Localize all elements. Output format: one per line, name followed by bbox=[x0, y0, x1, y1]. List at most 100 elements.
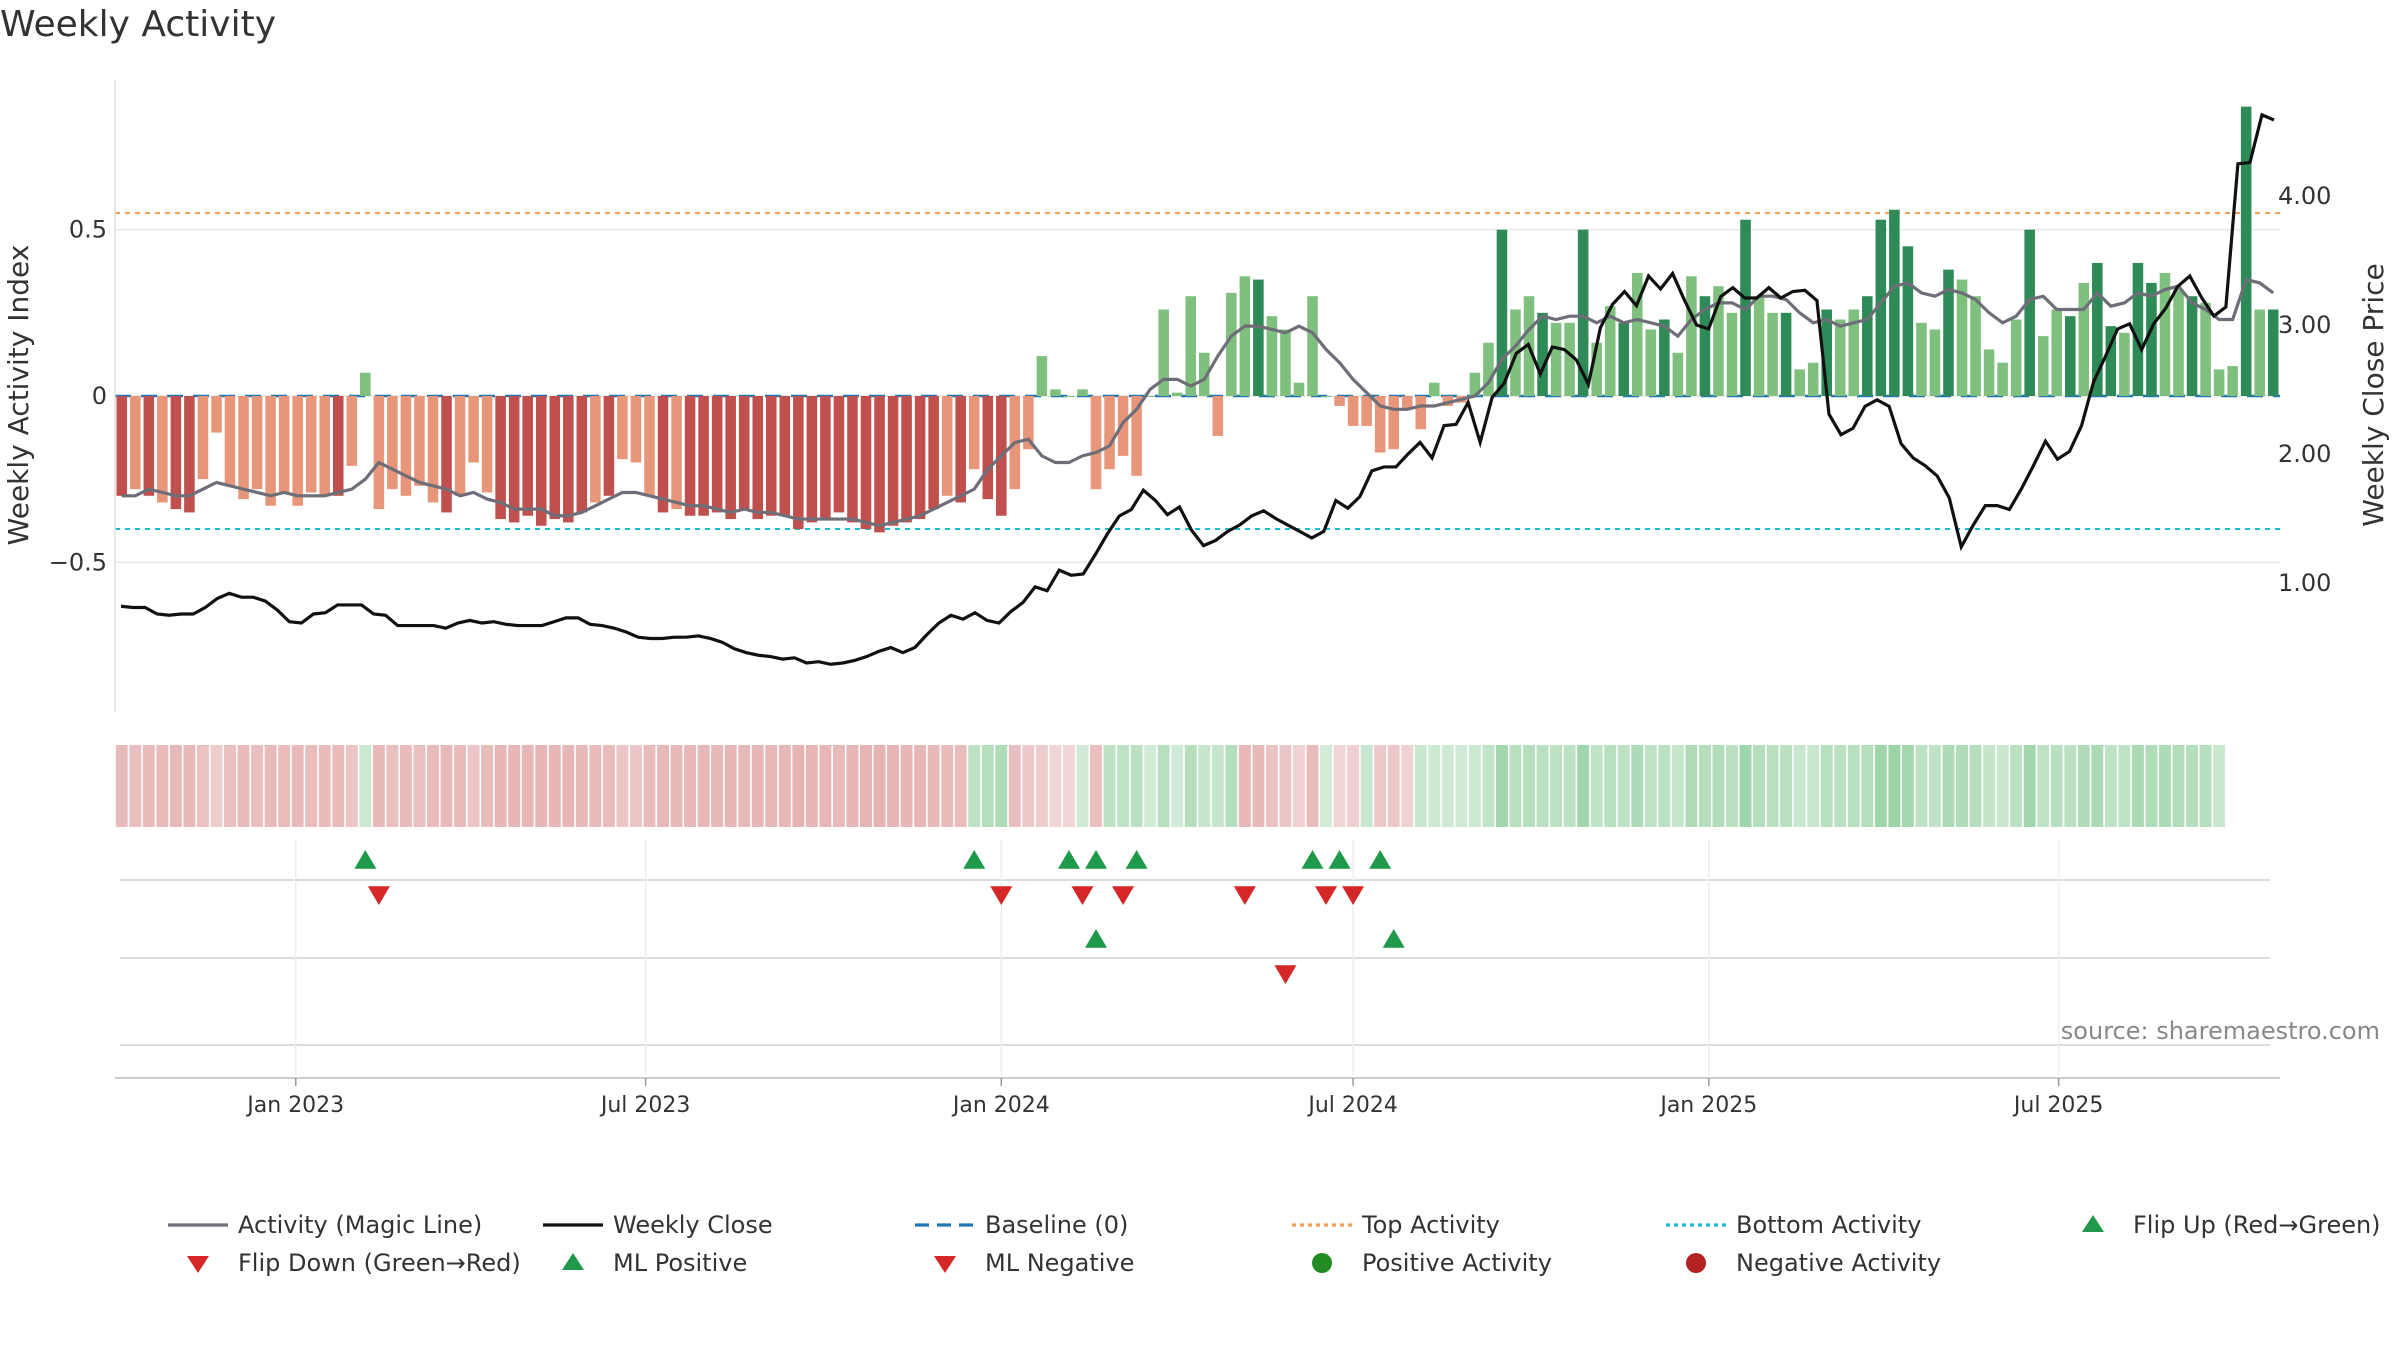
activity-bar bbox=[617, 396, 628, 460]
strip-cell bbox=[224, 745, 236, 827]
strip-cell bbox=[900, 745, 913, 827]
strip-cell bbox=[1495, 745, 1508, 827]
flip-up-marker bbox=[1369, 850, 1392, 869]
activity-bar bbox=[1226, 292, 1237, 396]
strip-cell bbox=[494, 745, 507, 827]
activity-bar bbox=[630, 396, 642, 463]
strip-cell bbox=[1144, 745, 1157, 827]
ml-negative-marker bbox=[1274, 965, 1297, 984]
strip-cell bbox=[1171, 745, 1184, 827]
activity-bar bbox=[1388, 396, 1399, 450]
strip-cell bbox=[2131, 745, 2144, 827]
legend-label: Negative Activity bbox=[1736, 1249, 1941, 1277]
strip-cell bbox=[1414, 745, 1427, 827]
activity-bar bbox=[563, 396, 574, 523]
strip-cell bbox=[1577, 745, 1590, 827]
activity-bar bbox=[1483, 342, 1494, 396]
strip-cell bbox=[2172, 745, 2185, 827]
activity-bar bbox=[1943, 269, 1954, 396]
activity-bar bbox=[860, 396, 872, 530]
activity-bar bbox=[1956, 279, 1968, 396]
activity-bar bbox=[495, 396, 506, 520]
strip-cell bbox=[2023, 745, 2036, 827]
y-left-tick-label: 0 bbox=[92, 382, 107, 410]
activity-bar bbox=[332, 396, 344, 496]
activity-bar bbox=[644, 396, 655, 496]
x-tick-label: Jan 2025 bbox=[1658, 1093, 1757, 1118]
strip-cell bbox=[1685, 745, 1698, 827]
flip-down-marker bbox=[1342, 886, 1365, 905]
activity-bar bbox=[1631, 272, 1643, 396]
strip-cell bbox=[1928, 745, 1941, 827]
activity-bar bbox=[1185, 296, 1197, 396]
activity-bar bbox=[1591, 342, 1602, 396]
x-tick-label: Jul 2023 bbox=[599, 1093, 691, 1118]
strip-cell bbox=[1698, 745, 1711, 827]
flip-down-marker bbox=[1315, 886, 1338, 905]
strip-cell bbox=[792, 745, 805, 827]
strip-cell bbox=[1333, 745, 1346, 827]
strip-cell bbox=[1766, 745, 1779, 827]
strip-cell bbox=[345, 745, 358, 827]
strip-cell bbox=[1225, 745, 1238, 827]
strip-cell bbox=[1509, 745, 1522, 827]
legend-swatch bbox=[187, 1256, 209, 1273]
activity-bar bbox=[928, 396, 939, 510]
y-left-tick-label: 0.5 bbox=[69, 216, 107, 244]
reference-lines bbox=[115, 212, 2280, 531]
activity-bar bbox=[1686, 276, 1697, 396]
strip-cell bbox=[2064, 745, 2077, 827]
flip-up-marker bbox=[1301, 850, 1324, 869]
activity-bar bbox=[427, 396, 439, 503]
activity-bar bbox=[441, 396, 452, 513]
strip-cell bbox=[183, 745, 196, 827]
y-right-tick-label: 1.00 bbox=[2278, 569, 2331, 597]
activity-bar bbox=[576, 396, 588, 513]
strip-cell bbox=[846, 745, 859, 827]
strip-cell bbox=[1320, 745, 1333, 827]
activity-bar bbox=[1401, 396, 1413, 410]
ml-positive-marker bbox=[1382, 929, 1405, 948]
x-tick-label: Jul 2024 bbox=[1306, 1093, 1398, 1118]
activity-bar bbox=[603, 396, 615, 496]
strip-cell bbox=[724, 745, 737, 827]
activity-bar bbox=[1063, 396, 1075, 397]
strip-cell bbox=[968, 745, 981, 827]
strip-cell bbox=[1090, 745, 1102, 827]
activity-bar bbox=[157, 396, 168, 503]
activity-bar bbox=[874, 396, 885, 533]
strip-cell bbox=[1983, 745, 1996, 827]
activity-bar bbox=[184, 396, 195, 513]
activity-bar bbox=[711, 396, 723, 513]
strip-cell bbox=[1834, 745, 1847, 827]
strip-cell bbox=[1753, 745, 1766, 827]
activity-bar bbox=[1347, 396, 1359, 426]
strip-cell bbox=[386, 745, 399, 827]
legend-item: Positive Activity bbox=[1312, 1249, 1552, 1277]
activity-bar bbox=[1780, 312, 1792, 396]
activity-bar bbox=[508, 396, 520, 523]
strip-cell bbox=[1901, 745, 1914, 827]
chart-title: Weekly Activity bbox=[0, 4, 277, 45]
activity-bar bbox=[1902, 246, 1914, 396]
strip-cell bbox=[778, 745, 791, 827]
strip-cell bbox=[887, 745, 900, 827]
strip-cell bbox=[1401, 745, 1414, 827]
activity-bar bbox=[1334, 396, 1345, 406]
activity-bar bbox=[2051, 309, 2063, 396]
y-right-tick-label: 4.00 bbox=[2278, 182, 2331, 210]
ml-positive-marker bbox=[1085, 929, 1108, 948]
x-axis: Jan 2023 Jul 2023 Jan 2024 Jul 2024 Jan 2025… bbox=[115, 1077, 2280, 1118]
x-tick-label: Jul 2025 bbox=[2012, 1093, 2104, 1118]
legend-swatch bbox=[1312, 1253, 1332, 1273]
activity-bar bbox=[1131, 396, 1142, 476]
activity-bar bbox=[1726, 312, 1738, 396]
activity-bar bbox=[2010, 319, 2022, 396]
activity-bar bbox=[170, 396, 182, 510]
strip-cell bbox=[1265, 745, 1278, 827]
activity-bar bbox=[847, 396, 858, 523]
activity-bar bbox=[1415, 396, 1427, 430]
strip-cell bbox=[1617, 745, 1630, 827]
strip-cell bbox=[1644, 745, 1657, 827]
activity-bar bbox=[2200, 302, 2211, 396]
